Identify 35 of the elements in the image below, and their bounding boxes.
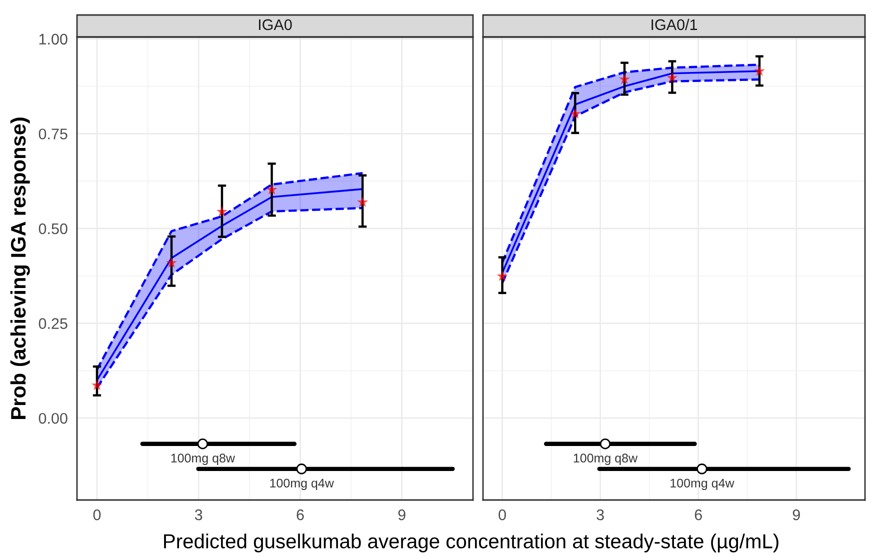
annotation: 100mg q8w bbox=[574, 454, 638, 465]
y-tick-label: 0.25 bbox=[38, 318, 68, 329]
y-tick-label: 1.00 bbox=[39, 34, 68, 45]
x-tick-label: 0 bbox=[498, 509, 506, 520]
x-tick-label: 3 bbox=[194, 509, 202, 520]
annotation: 100mg q4w bbox=[670, 478, 734, 490]
y-tick-label: 0.00 bbox=[38, 412, 68, 424]
point bbox=[266, 184, 278, 195]
x-tick-label: 9 bbox=[792, 509, 800, 520]
point bbox=[618, 74, 630, 84]
y-tick-label: 0.50 bbox=[38, 223, 68, 234]
chart-title: IGA0/1 bbox=[652, 18, 698, 30]
point bbox=[357, 196, 368, 208]
annotation: 100mg q4w bbox=[270, 478, 334, 490]
point bbox=[570, 108, 581, 119]
point bbox=[696, 464, 708, 474]
point bbox=[197, 438, 208, 450]
x-tick-label: 9 bbox=[398, 509, 406, 520]
point bbox=[496, 270, 508, 281]
point bbox=[666, 72, 678, 83]
point bbox=[216, 206, 228, 217]
annotation: 100mg q8w bbox=[171, 454, 236, 465]
point bbox=[296, 464, 307, 474]
x-axis-title: Predicted guselkumab average concentration at steady-state (µg/mL) bbox=[164, 534, 778, 552]
x-tick-label: 6 bbox=[296, 509, 304, 520]
x-tick-label: 3 bbox=[596, 509, 604, 520]
point bbox=[166, 257, 178, 268]
point bbox=[91, 380, 103, 390]
point bbox=[754, 65, 765, 76]
x-tick-label: 6 bbox=[694, 509, 702, 520]
chart-title: IGA0 bbox=[259, 19, 292, 30]
y-axis-title: Prob (achieving IGA response) bbox=[10, 118, 30, 419]
y-tick-label: 0.75 bbox=[38, 128, 68, 140]
point bbox=[600, 438, 611, 450]
x-tick-label: 0 bbox=[93, 509, 101, 520]
